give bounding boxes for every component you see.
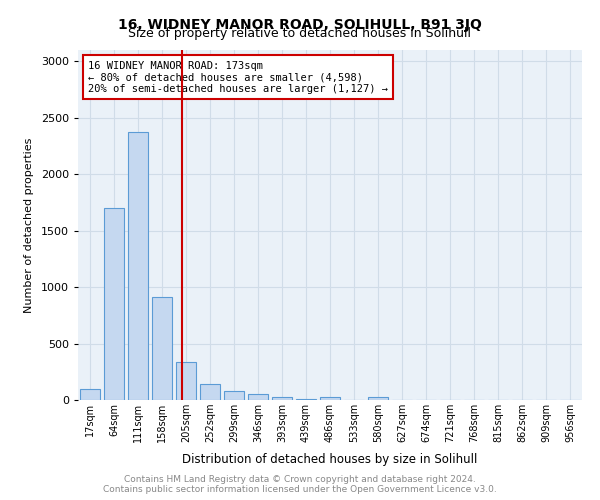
Bar bbox=[272, 396, 292, 400]
Bar bbox=[128, 132, 148, 400]
Bar bbox=[320, 396, 340, 400]
X-axis label: Distribution of detached houses by size in Solihull: Distribution of detached houses by size … bbox=[182, 454, 478, 466]
Y-axis label: Number of detached properties: Number of detached properties bbox=[24, 138, 34, 312]
Bar bbox=[368, 397, 388, 400]
Bar bbox=[296, 399, 316, 400]
Bar bbox=[248, 394, 268, 400]
Bar bbox=[104, 208, 124, 400]
Bar bbox=[152, 298, 172, 400]
Bar bbox=[176, 362, 196, 400]
Text: 16, WIDNEY MANOR ROAD, SOLIHULL, B91 3JQ: 16, WIDNEY MANOR ROAD, SOLIHULL, B91 3JQ bbox=[118, 18, 482, 32]
Bar bbox=[224, 391, 244, 400]
Text: 16 WIDNEY MANOR ROAD: 173sqm
← 80% of detached houses are smaller (4,598)
20% of: 16 WIDNEY MANOR ROAD: 173sqm ← 80% of de… bbox=[88, 60, 388, 94]
Bar bbox=[80, 388, 100, 400]
Bar bbox=[200, 384, 220, 400]
Text: Contains HM Land Registry data © Crown copyright and database right 2024.
Contai: Contains HM Land Registry data © Crown c… bbox=[103, 474, 497, 494]
Text: Size of property relative to detached houses in Solihull: Size of property relative to detached ho… bbox=[128, 28, 472, 40]
